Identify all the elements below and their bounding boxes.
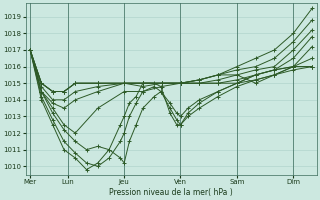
X-axis label: Pression niveau de la mer( hPa ): Pression niveau de la mer( hPa ): [109, 188, 233, 197]
